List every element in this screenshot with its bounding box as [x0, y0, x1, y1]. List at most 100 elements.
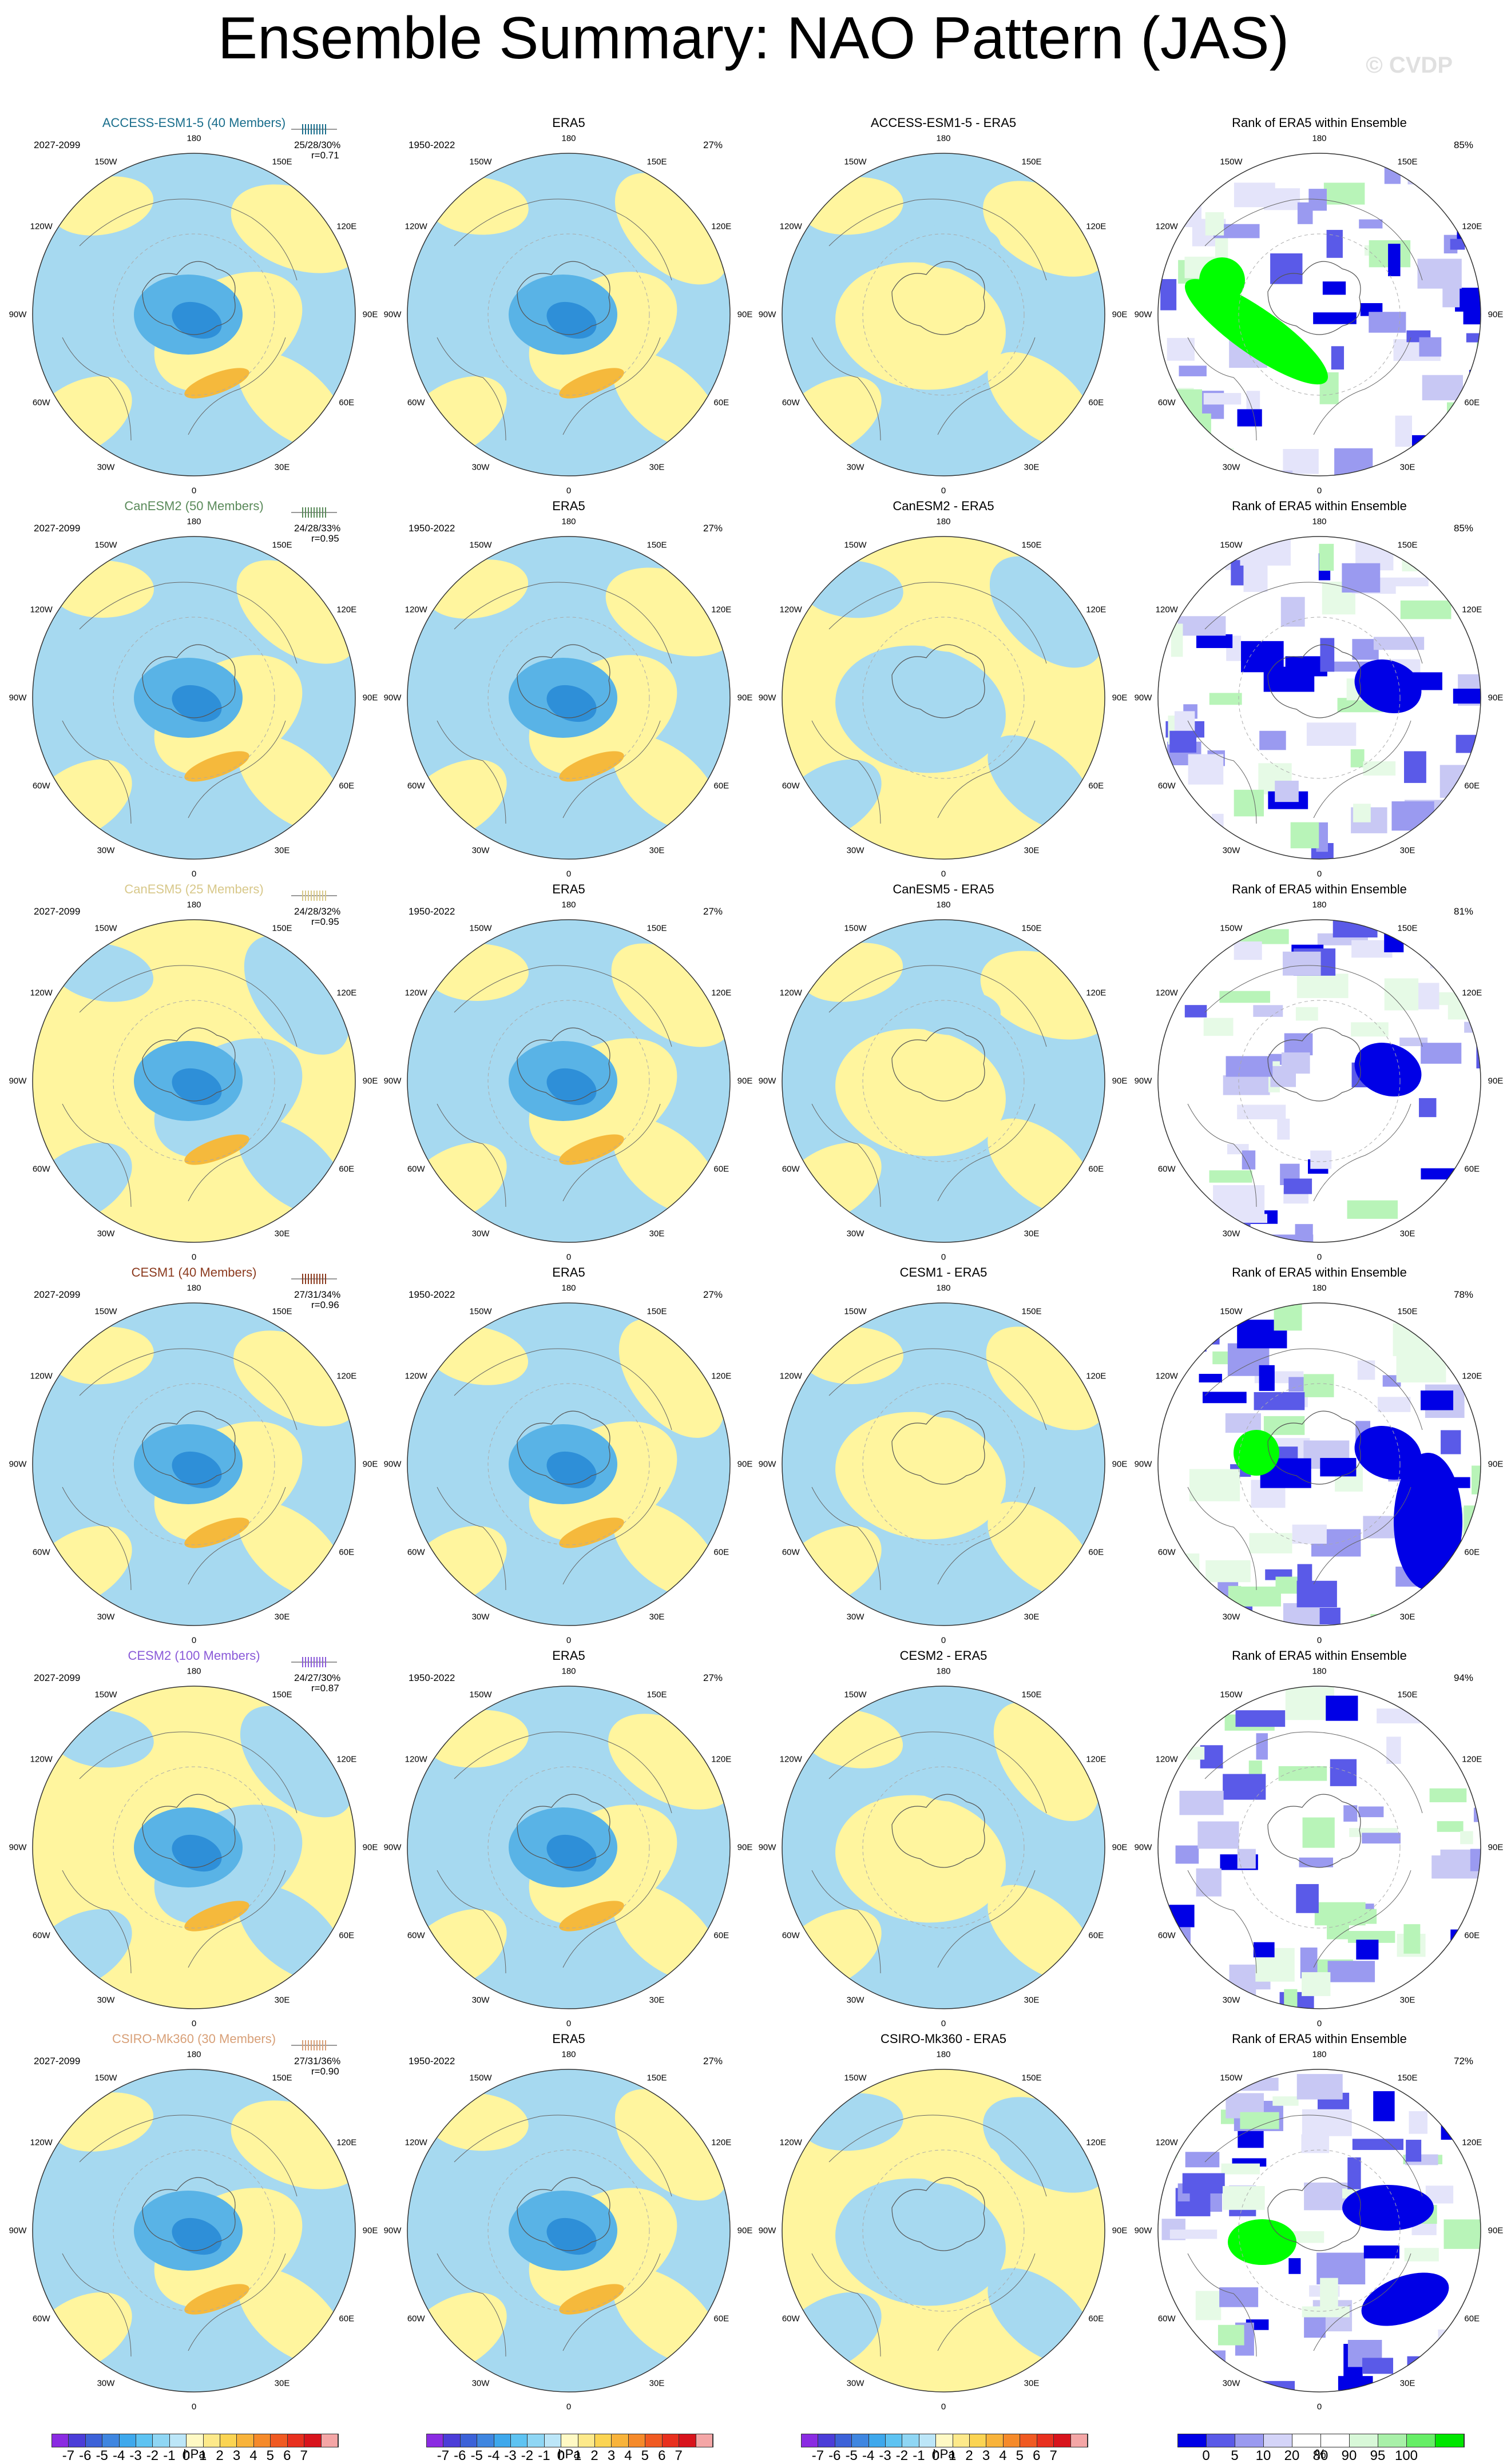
obs-lon-label: 30E [649, 462, 665, 472]
colorbar-tick-label: -2 [146, 2448, 159, 2463]
diff-panel-title: CSIRO-Mk360 - ERA5 [880, 2032, 1007, 2046]
obs-lon-label: 180 [561, 516, 576, 527]
colorbar-tick-label: 4 [249, 2448, 257, 2463]
model-lon-label: 120E [336, 1754, 357, 1764]
colorbar-swatch [511, 2434, 528, 2447]
rank-pct: 85% [1454, 140, 1474, 150]
rank-lon-label: 60W [1157, 1164, 1176, 1174]
rank-lon-label: 60W [1157, 781, 1176, 791]
colorbar-tick-label: 3 [232, 2448, 241, 2463]
rank-panel-title: Rank of ERA5 within Ensemble [1232, 1265, 1407, 1279]
diff-lon-label: 0 [941, 1252, 946, 1262]
diff-lon-label: 90W [758, 1842, 776, 1853]
model-period: 2027-2099 [34, 906, 81, 917]
colorbar-tick-label: 0 [1202, 2448, 1210, 2463]
colorbar-swatch [271, 2434, 288, 2447]
obs-panel-title: ERA5 [552, 499, 585, 513]
model-lon-label: 90E [362, 1842, 378, 1853]
obs-lon-label: 120W [404, 221, 427, 232]
colorbar-swatch [936, 2434, 953, 2447]
rank-lon-label: 180 [1312, 1666, 1327, 1676]
model-lon-label: 180 [187, 2049, 201, 2060]
colorbar-swatch [696, 2434, 713, 2447]
diff-lon-label: 120W [779, 1371, 802, 1381]
colorbar-tick-label: 1 [574, 2448, 582, 2463]
rank-lon-label: 60E [1464, 1930, 1480, 1941]
obs-lon-label: 30W [471, 2378, 490, 2389]
obs-panel-title: ERA5 [552, 116, 585, 130]
diff-lon-label: 60E [1088, 781, 1104, 791]
model-lon-label: 120W [30, 988, 53, 998]
map-panel [407, 2069, 730, 2392]
colorbar-swatch [1207, 2434, 1235, 2447]
rank-lon-label: 180 [1312, 516, 1327, 527]
obs-lon-label: 90W [383, 1459, 402, 1469]
diff-lon-label: 30E [1024, 1995, 1040, 2005]
rank-pct: 81% [1454, 906, 1474, 917]
rank-panel-title: Rank of ERA5 within Ensemble [1232, 116, 1407, 130]
map-panel [407, 920, 730, 1242]
obs-pct: 27% [703, 140, 723, 150]
obs-lon-label: 60W [407, 398, 425, 408]
diff-lon-label: 150W [844, 923, 867, 933]
colorbar-tick-label: 7 [1049, 2448, 1057, 2463]
colorbar-swatch [1292, 2434, 1321, 2447]
colorbar-units: hPa [933, 2447, 955, 2461]
obs-lon-label: 120E [711, 1371, 732, 1381]
obs-lon-label: 90E [737, 693, 753, 703]
diff-lon-label: 150W [844, 1690, 867, 1700]
map-panel [33, 1686, 355, 2009]
obs-lon-label: 90W [383, 1842, 402, 1853]
obs-pct: 27% [703, 1289, 723, 1300]
model-lon-label: 150W [94, 540, 117, 550]
colorbar-swatch [953, 2434, 970, 2447]
obs-lon-label: 60E [713, 1930, 729, 1941]
map-panel [33, 1303, 355, 1626]
rank-lon-label: 90E [1488, 309, 1504, 320]
model-lon-label: 60E [339, 398, 355, 408]
colorbar-swatch [136, 2434, 153, 2447]
rank-lon-label: 60W [1157, 1930, 1176, 1941]
obs-period: 1950-2022 [409, 1289, 455, 1300]
obs-lon-label: 30E [649, 2378, 665, 2389]
rank-lon-label: 90W [1134, 1076, 1152, 1086]
colorbar-tick-label: 4 [999, 2448, 1007, 2463]
colorbar-swatch [662, 2434, 680, 2447]
obs-lon-label: 0 [566, 2402, 572, 2412]
rank-pct: 78% [1454, 1289, 1474, 1300]
rank-map-panel [1158, 153, 1481, 476]
rank-lon-label: 120E [1462, 605, 1482, 615]
model-lon-label: 120E [336, 221, 357, 232]
rank-lon-label: 90E [1488, 693, 1504, 703]
colorbar-swatch [494, 2434, 511, 2447]
model-lon-label: 60E [339, 1930, 355, 1941]
rank-lon-label: 120W [1155, 221, 1178, 232]
diff-lon-label: 120E [1086, 605, 1107, 615]
rank-lon-label: 180 [1312, 133, 1327, 144]
model-lon-label: 30W [97, 2378, 115, 2389]
colorbar-swatch [645, 2434, 663, 2447]
diff-lon-label: 30E [1024, 462, 1040, 472]
obs-period: 1950-2022 [409, 140, 455, 150]
obs-lon-label: 90E [737, 1459, 753, 1469]
model-lon-label: 60E [339, 2314, 355, 2324]
model-period: 2027-2099 [34, 2056, 81, 2066]
obs-period: 1950-2022 [409, 1672, 455, 1683]
colorbar-swatch [1020, 2434, 1037, 2447]
model-lon-label: 150E [272, 2073, 292, 2083]
colorbar-swatch [1003, 2434, 1021, 2447]
model-lon-label: 60W [32, 781, 50, 791]
model-lon-label: 120E [336, 988, 357, 998]
diff-lon-label: 120W [779, 605, 802, 615]
colorbar-swatch [220, 2434, 237, 2447]
obs-lon-label: 120W [404, 1754, 427, 1764]
colorbar-tick-label: -3 [129, 2448, 142, 2463]
model-corr: r=0.90 [311, 2066, 339, 2077]
colorbar-tick-label: -3 [879, 2448, 891, 2463]
rank-lon-label: 150W [1220, 923, 1243, 933]
model-lon-label: 30E [274, 462, 290, 472]
colorbar-tick-label: 5 [641, 2448, 649, 2463]
obs-lon-label: 60E [713, 781, 729, 791]
model-period: 2027-2099 [34, 1289, 81, 1300]
